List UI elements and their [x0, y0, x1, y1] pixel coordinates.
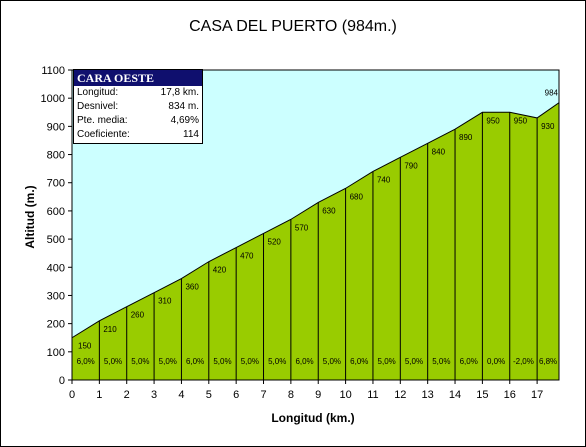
- altitude-label: 630: [322, 206, 336, 215]
- gradient-label: 5,0%: [323, 357, 341, 366]
- gradient-label: 6,0%: [460, 357, 478, 366]
- y-tick-label: 800: [47, 150, 65, 162]
- gradient-label: 5,0%: [104, 357, 122, 366]
- info-box: CARA OESTE Longitud: 17,8 km. Desnivel: …: [73, 69, 203, 144]
- altitude-label: 950: [514, 116, 528, 125]
- info-label: Coeficiente:: [77, 129, 130, 140]
- profile-area: [71, 101, 560, 381]
- altitude-label: 680: [350, 192, 364, 201]
- altitude-label: 520: [268, 237, 282, 246]
- y-tick-label: 1000: [41, 93, 65, 105]
- info-value: 834 m.: [168, 101, 199, 112]
- y-tick-label: 500: [47, 234, 65, 246]
- x-tick-label: 10: [339, 389, 351, 401]
- gradient-label: 6,8%: [539, 357, 557, 366]
- x-tick-label: 13: [422, 389, 434, 401]
- y-tick-label: 400: [47, 262, 65, 274]
- gradient-label: 5,0%: [378, 357, 396, 366]
- altitude-label: 890: [459, 133, 473, 142]
- gradient-label: 0,0%: [487, 357, 505, 366]
- altitude-label: 470: [240, 252, 254, 261]
- gradient-label: 6,0%: [186, 357, 204, 366]
- x-tick-label: 17: [531, 389, 543, 401]
- info-label: Desnivel:: [77, 101, 119, 112]
- x-tick-label: 4: [178, 389, 184, 401]
- altitude-label: 420: [213, 266, 227, 275]
- x-tick-label: 3: [151, 389, 157, 401]
- x-tick-label: 0: [69, 389, 75, 401]
- x-tick-label: 6: [233, 389, 239, 401]
- gradient-label: 5,0%: [159, 357, 177, 366]
- info-box-header: CARA OESTE: [74, 70, 202, 86]
- x-tick-label: 11: [367, 389, 378, 401]
- y-tick-label: 900: [47, 121, 65, 133]
- x-tick-label: 5: [206, 389, 212, 401]
- altitude-label: 150: [78, 342, 92, 351]
- info-label: Longitud:: [77, 87, 119, 98]
- altitude-label: 950: [486, 116, 500, 125]
- gradient-label: 5,0%: [241, 357, 259, 366]
- x-tick-label: 8: [288, 389, 294, 401]
- gradient-label: 6,0%: [295, 357, 313, 366]
- x-tick-label: 1: [96, 389, 102, 401]
- altitude-label: 210: [103, 325, 117, 334]
- altitude-label: 570: [295, 223, 309, 232]
- info-row-pendiente: Pte. media: 4,69%: [74, 114, 202, 128]
- info-label: Pte. media:: [77, 115, 128, 126]
- gradient-label: 5,0%: [268, 357, 286, 366]
- info-row-desnivel: Desnivel: 834 m.: [74, 100, 202, 114]
- x-axis-label: Longitud (km.): [271, 411, 355, 425]
- info-value: 114: [183, 129, 199, 140]
- altitude-label: 260: [131, 311, 145, 320]
- altitude-label: 740: [377, 175, 391, 184]
- x-tick-label: 15: [476, 389, 488, 401]
- gradient-label: 5,0%: [131, 357, 149, 366]
- y-tick-label: 200: [47, 319, 65, 331]
- gradient-label: -2,0%: [513, 357, 534, 366]
- gradient-label: 5,0%: [405, 357, 423, 366]
- y-tick-label: 1100: [41, 65, 65, 77]
- x-tick-label: 16: [504, 389, 516, 401]
- y-tick-label: 700: [47, 178, 65, 190]
- y-tick-label: 600: [47, 206, 65, 218]
- gradient-label: 6,0%: [77, 357, 95, 366]
- info-row-longitud: Longitud: 17,8 km.: [74, 86, 202, 100]
- x-tick-label: 7: [260, 389, 266, 401]
- altitude-label: 930: [541, 122, 555, 131]
- plot-border: [71, 69, 560, 381]
- info-value: 4,69%: [170, 115, 199, 126]
- gradient-label: 6,0%: [350, 357, 368, 366]
- y-tick-label: 300: [47, 290, 65, 302]
- gradient-label: 5,0%: [213, 357, 231, 366]
- altitude-label: 310: [158, 297, 172, 306]
- altitude-label: 984: [545, 89, 559, 98]
- x-tick-label: 12: [394, 389, 406, 401]
- altitude-label: 360: [185, 283, 199, 292]
- info-row-coeficiente: Coeficiente: 114: [74, 128, 202, 142]
- x-tick-label: 14: [449, 389, 461, 401]
- y-tick-label: 100: [47, 347, 65, 359]
- x-tick-label: 9: [315, 389, 321, 401]
- y-tick-label: 0: [59, 375, 65, 387]
- gradient-label: 5,0%: [432, 357, 450, 366]
- info-value: 17,8 km.: [160, 87, 199, 98]
- chart-title: CASA DEL PUERTO (984m.): [189, 18, 397, 35]
- altitude-label: 840: [432, 147, 446, 156]
- altitude-label: 790: [404, 161, 418, 170]
- x-tick-label: 2: [124, 389, 130, 401]
